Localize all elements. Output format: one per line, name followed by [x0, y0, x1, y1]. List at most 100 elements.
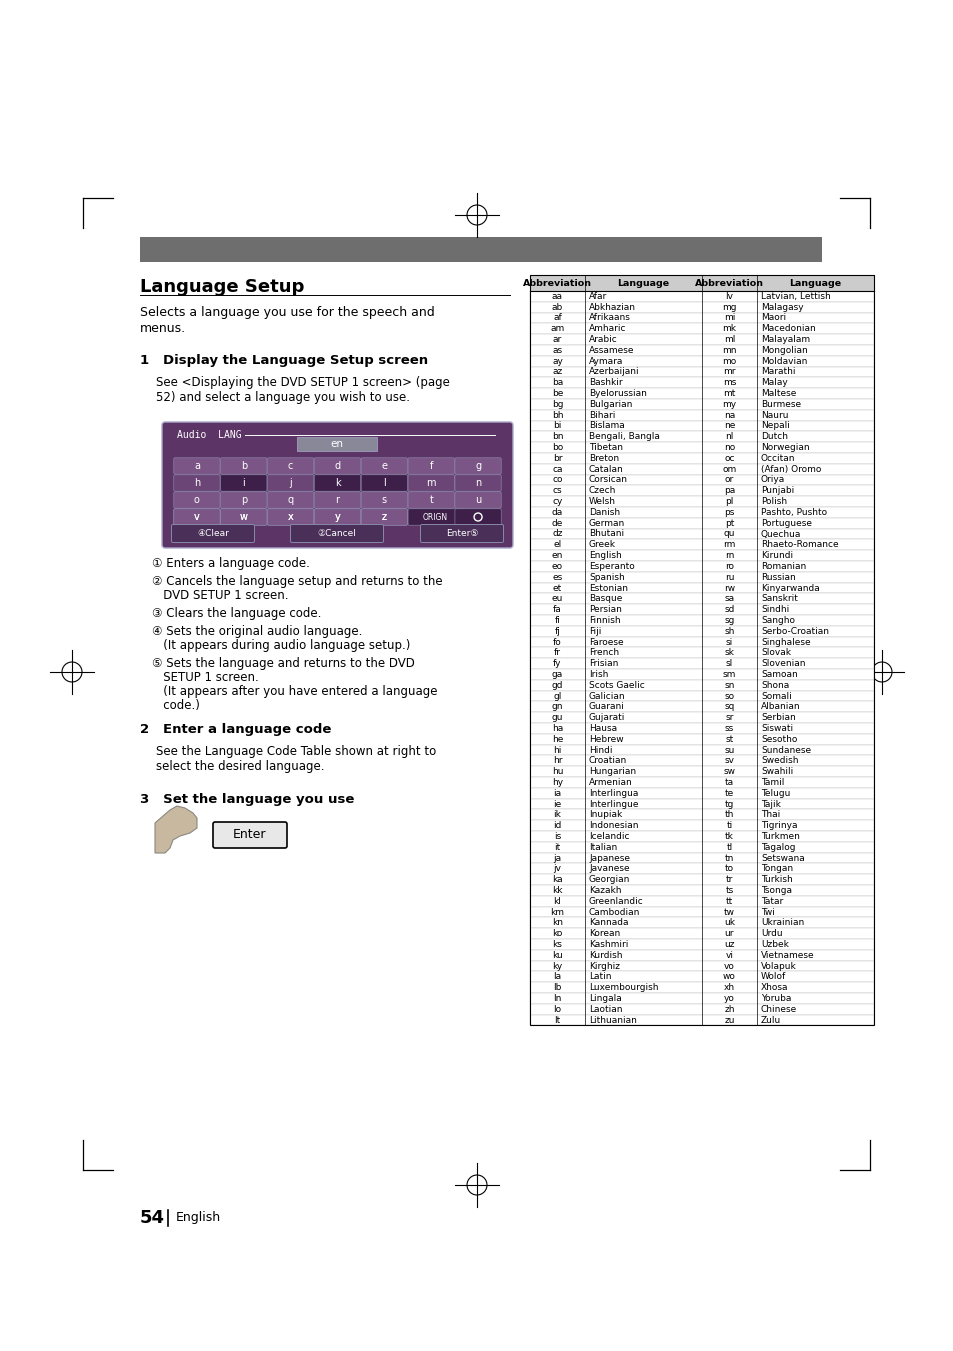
Text: Dutch: Dutch [760, 432, 787, 442]
Text: ⑤ Sets the language and returns to the DVD: ⑤ Sets the language and returns to the D… [152, 657, 415, 670]
Text: y: y [335, 512, 340, 521]
Text: l: l [382, 478, 385, 488]
FancyBboxPatch shape [220, 492, 267, 508]
Text: Welsh: Welsh [588, 497, 616, 507]
FancyBboxPatch shape [314, 458, 360, 474]
Text: Kirghiz: Kirghiz [588, 962, 619, 970]
Bar [530, 917, 873, 928]
Text: Portuguese: Portuguese [760, 519, 811, 528]
FancyBboxPatch shape [173, 458, 220, 474]
Bar [530, 377, 873, 388]
Text: qu: qu [723, 530, 735, 539]
FancyBboxPatch shape [408, 474, 454, 492]
Text: t: t [429, 494, 433, 505]
Text: Tigrinya: Tigrinya [760, 821, 797, 830]
Text: bi: bi [553, 422, 561, 431]
Text: lt: lt [554, 1016, 560, 1024]
Bar [530, 496, 873, 507]
Text: xh: xh [723, 984, 735, 992]
Text: (Afan) Oromo: (Afan) Oromo [760, 465, 821, 474]
Text: Ukrainian: Ukrainian [760, 919, 803, 927]
FancyBboxPatch shape [314, 509, 360, 526]
Text: select the desired language.: select the desired language. [156, 761, 324, 773]
Text: el: el [553, 540, 561, 550]
Text: Georgian: Georgian [588, 875, 630, 884]
Text: w: w [239, 512, 248, 521]
Text: Volapuk: Volapuk [760, 962, 796, 970]
Text: Korean: Korean [588, 929, 619, 938]
Text: z: z [381, 512, 387, 521]
Text: Catalan: Catalan [588, 465, 623, 474]
Text: 52) and select a language you wish to use.: 52) and select a language you wish to us… [156, 390, 410, 404]
Text: Azerbaijani: Azerbaijani [588, 367, 639, 377]
Text: af: af [553, 313, 561, 323]
Text: it: it [554, 843, 560, 851]
Text: Macedonian: Macedonian [760, 324, 815, 334]
Bar [530, 928, 873, 939]
Text: Russian: Russian [760, 573, 795, 582]
Text: Polish: Polish [760, 497, 786, 507]
Text: ②Cancel: ②Cancel [317, 530, 356, 538]
Text: sg: sg [723, 616, 734, 626]
Text: Gujarati: Gujarati [588, 713, 625, 721]
Text: zh: zh [723, 1005, 734, 1013]
Bar [530, 831, 873, 842]
Text: Guarani: Guarani [588, 703, 624, 711]
Text: sk: sk [723, 648, 734, 658]
Text: my: my [721, 400, 736, 409]
Text: v: v [193, 512, 199, 521]
FancyBboxPatch shape [455, 458, 500, 474]
Text: Estonian: Estonian [588, 584, 627, 593]
Text: (It appears during audio language setup.): (It appears during audio language setup.… [152, 639, 410, 653]
Text: ks: ks [552, 940, 562, 948]
Text: w: w [239, 512, 248, 521]
Text: hr: hr [552, 757, 561, 765]
Text: Swahili: Swahili [760, 767, 792, 775]
Text: Kashmiri: Kashmiri [588, 940, 628, 948]
Text: v: v [193, 512, 199, 521]
FancyBboxPatch shape [361, 509, 407, 526]
Text: bh: bh [551, 411, 562, 420]
Text: en: en [330, 439, 343, 449]
Text: rn: rn [724, 551, 734, 561]
Text: jv: jv [553, 865, 561, 873]
Text: Nauru: Nauru [760, 411, 788, 420]
Bar [530, 442, 873, 453]
Text: he: he [551, 735, 562, 743]
Text: om: om [721, 465, 736, 474]
Bar [530, 355, 873, 366]
Text: ca: ca [552, 465, 562, 474]
Text: ha: ha [551, 724, 562, 732]
Text: mn: mn [721, 346, 736, 355]
Text: Hindi: Hindi [588, 746, 612, 754]
Bar [530, 312, 873, 323]
Text: Amharic: Amharic [588, 324, 626, 334]
Text: Audio  LANG: Audio LANG [177, 430, 241, 440]
Text: aa: aa [552, 292, 562, 301]
FancyBboxPatch shape [267, 474, 314, 492]
Text: ar: ar [553, 335, 561, 345]
Text: ④ Sets the original audio language.: ④ Sets the original audio language. [152, 626, 362, 638]
Bar [530, 593, 873, 604]
Text: pa: pa [723, 486, 735, 496]
Text: es: es [552, 573, 562, 582]
Text: Siswati: Siswati [760, 724, 792, 732]
Text: ku: ku [552, 951, 562, 959]
Text: sq: sq [723, 703, 734, 711]
FancyBboxPatch shape [314, 492, 360, 508]
FancyBboxPatch shape [220, 458, 267, 474]
Text: Thai: Thai [760, 811, 780, 819]
Text: ba: ba [551, 378, 562, 388]
FancyBboxPatch shape [173, 509, 220, 526]
Bar [530, 809, 873, 820]
Bar [530, 647, 873, 658]
Text: lb: lb [553, 984, 561, 992]
Text: Indonesian: Indonesian [588, 821, 638, 830]
Text: Setswana: Setswana [760, 854, 804, 862]
Text: o: o [193, 494, 200, 505]
Bar [530, 971, 873, 982]
Text: u: u [475, 494, 480, 505]
Text: ts: ts [724, 886, 733, 894]
Text: Maltese: Maltese [760, 389, 796, 399]
Text: Inupiak: Inupiak [588, 811, 621, 819]
